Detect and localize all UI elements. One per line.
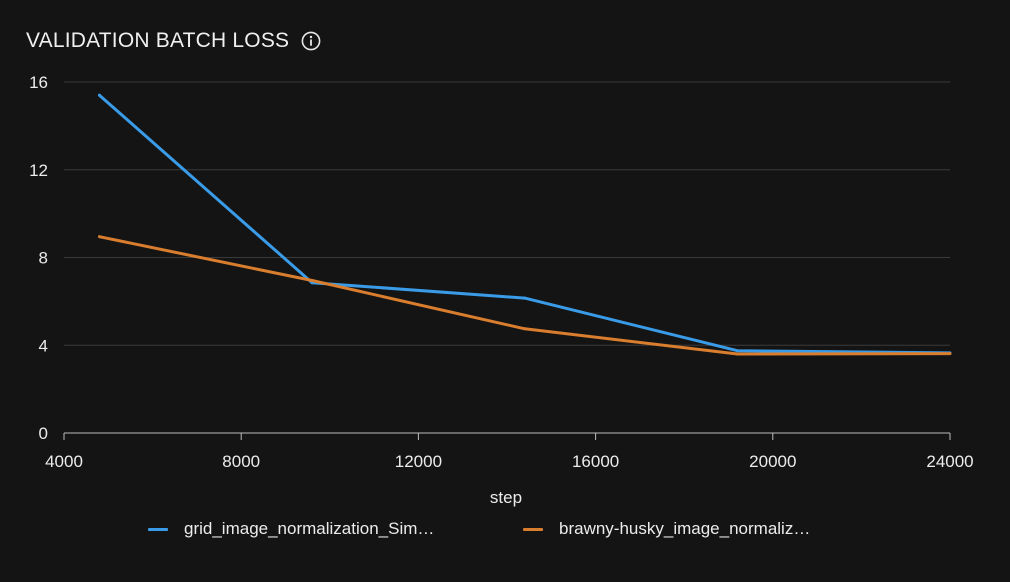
info-circle-icon xyxy=(301,31,321,51)
line-chart: 0 4 8 12 16 4000 8000 12000 16000 20000 24000 ste… xyxy=(29,73,974,507)
chart-title: VALIDATION BATCH LOSS xyxy=(26,29,290,52)
data-point-series-2 xyxy=(948,352,952,356)
x-tick-label: 8000 xyxy=(222,452,260,471)
grid-lines xyxy=(64,81,950,346)
data-point-series-1 xyxy=(523,296,527,300)
x-tick-label: 20000 xyxy=(749,452,796,471)
x-axis-ticks: 4000 8000 12000 16000 20000 24000 xyxy=(45,433,974,471)
legend-item-series-1[interactable]: grid_image_normalization_Sim… xyxy=(148,519,434,539)
legend-swatch-series-2 xyxy=(523,527,543,531)
x-tick-label: 4000 xyxy=(45,452,83,471)
chart-legend: grid_image_normalization_Sim… brawny-hus… xyxy=(0,519,1010,547)
series-lines[interactable] xyxy=(97,93,952,356)
data-point-series-2 xyxy=(523,327,527,331)
series-line-2[interactable] xyxy=(99,235,951,356)
data-point-series-2 xyxy=(310,279,314,283)
x-axis-title: step xyxy=(490,488,522,507)
legend-item-series-2[interactable]: brawny-husky_image_normaliz… xyxy=(523,519,810,539)
x-tick-label: 16000 xyxy=(572,452,619,471)
series-line-1[interactable] xyxy=(98,94,951,355)
info-icon[interactable] xyxy=(301,31,321,51)
x-tick-label: 24000 xyxy=(926,452,973,471)
y-tick-label: 4 xyxy=(39,336,48,355)
legend-swatch-series-1 xyxy=(148,527,168,531)
data-point-series-2 xyxy=(735,352,739,356)
data-point-series-1 xyxy=(97,93,101,97)
legend-label-series-1: grid_image_normalization_Sim… xyxy=(184,519,435,538)
chart-header: VALIDATION BATCH LOSS xyxy=(26,26,321,56)
y-tick-label: 16 xyxy=(29,73,48,92)
y-tick-label: 12 xyxy=(29,161,48,180)
legend-label-series-2: brawny-husky_image_normaliz… xyxy=(559,519,811,538)
y-axis-ticks: 0 4 8 12 16 xyxy=(29,73,48,443)
y-tick-label: 0 xyxy=(39,424,48,443)
y-tick-label: 8 xyxy=(39,249,48,268)
x-tick-label: 12000 xyxy=(395,452,442,471)
data-point-series-1 xyxy=(735,349,739,353)
data-point-series-2 xyxy=(97,235,101,239)
